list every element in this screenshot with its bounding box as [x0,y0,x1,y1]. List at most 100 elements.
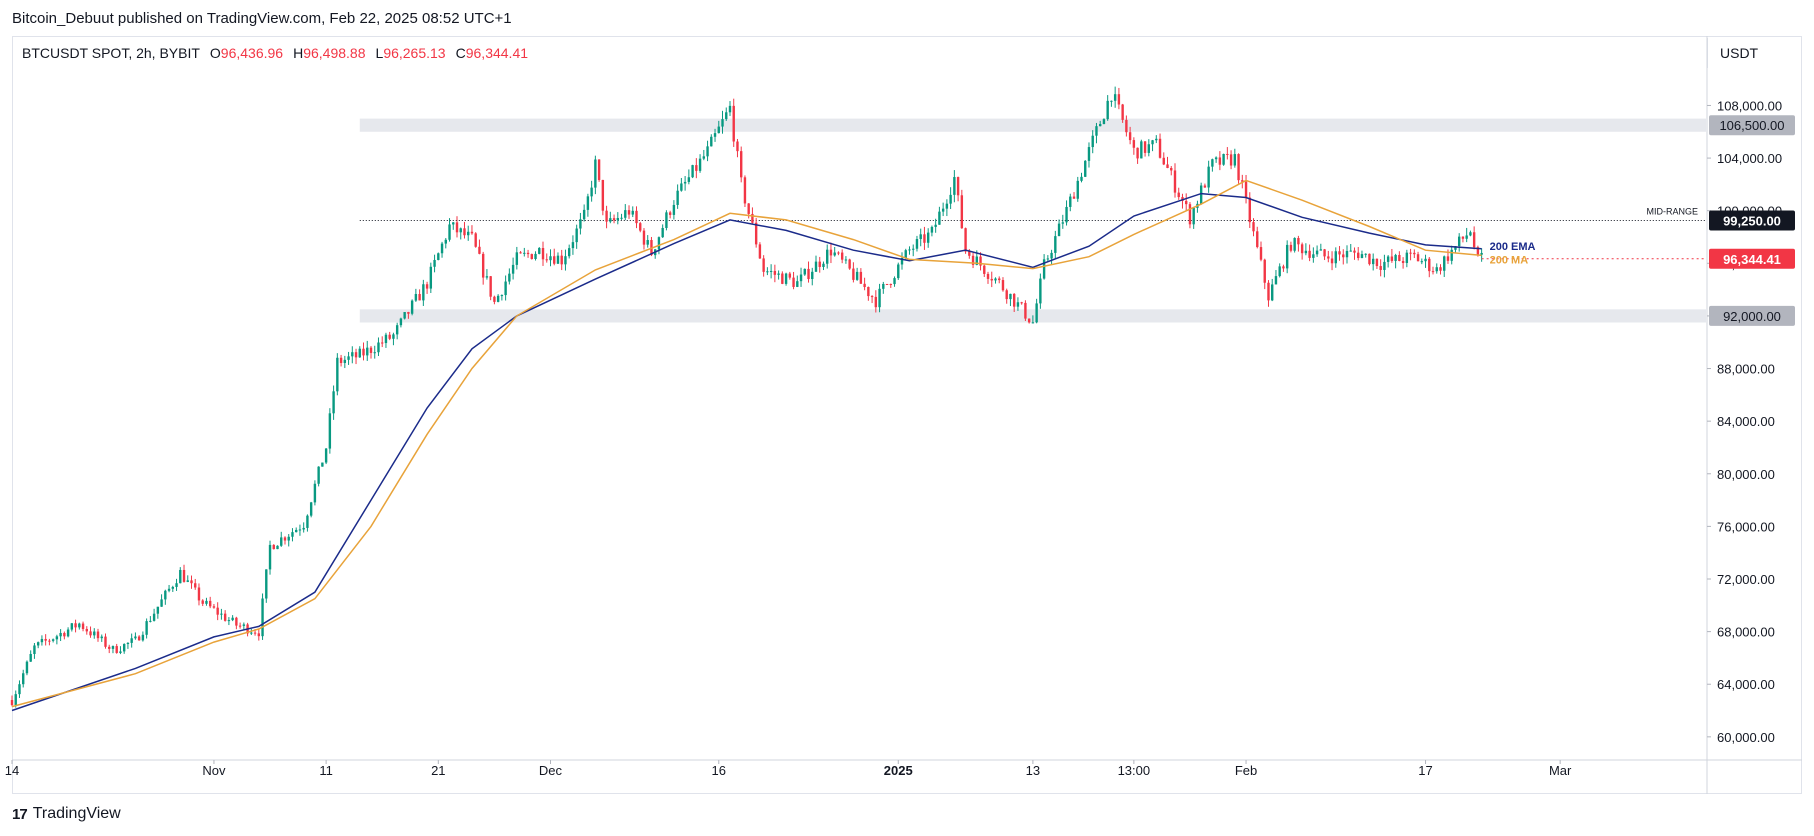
candle-body [934,224,937,227]
candle-body [1001,280,1005,291]
candle-body [814,261,818,272]
candle-body [485,276,489,278]
candle-body [1050,252,1053,259]
ema-200-line [11,192,1482,712]
candle-body [1431,271,1435,273]
candle-body [863,283,866,288]
symbol-legend: BTCUSDT SPOT, 2h, BYBIT O96,436.96 H96,498… [22,45,538,61]
symbol-label[interactable]: BTCUSDT SPOT, 2h, BYBIT [22,45,200,61]
candle-body [1282,266,1285,269]
candle-body [407,312,410,314]
candle-body [945,203,949,209]
candle-body [1136,147,1139,159]
candle-body [1106,100,1109,120]
candle-body [1349,250,1352,252]
candle-body [93,631,96,636]
candle-body [175,583,178,587]
y-tick-label: 104,000.00 [1717,151,1782,166]
candle-body [530,254,533,259]
candle-body [1319,249,1323,251]
candle-body [388,334,391,339]
candle-body [1267,282,1270,301]
candle-body [317,466,320,484]
candle-body [571,242,575,249]
candle-body [1454,246,1457,250]
candle-body [414,293,418,301]
zone-band-0 [359,118,1706,132]
candle-body [1390,256,1394,261]
ma-200-label: 200 MA [1490,254,1529,266]
candle-body [343,359,347,363]
candle-body [399,318,403,326]
candle-body [956,177,960,196]
candle-body [855,271,859,280]
low-value: 96,265.13 [383,45,446,61]
candle-body [70,623,74,630]
candle-body [605,210,608,222]
candle-body [915,239,919,249]
candle-body [706,146,709,157]
candle-body [66,629,70,637]
candle-body [826,249,829,264]
candle-body [339,357,343,363]
candle-body [115,646,118,653]
tradingview-brand[interactable]: 17 TradingView [12,805,121,823]
candle-body [811,271,814,280]
candle-body [975,256,978,265]
candle-body [833,252,836,256]
candle-body [448,224,451,240]
candle-body [1465,235,1468,239]
candle-body [754,222,758,245]
candle-body [702,156,706,159]
candle-body [616,217,620,221]
candle-body [1271,284,1274,301]
candle-body [1098,124,1102,127]
candle-body [1338,251,1341,255]
candle-body [1233,154,1237,166]
candle-body [590,187,593,197]
x-tick-label: 21 [431,763,445,778]
close-value: 96,344.41 [465,45,529,61]
candle-body [496,295,500,302]
candle-body [979,256,982,266]
candle-body [1188,204,1192,225]
candle-body [1368,253,1371,265]
candle-body [983,265,986,274]
candle-body [78,623,81,628]
candle-body [732,105,735,142]
candle-body [1342,254,1345,258]
candle-body [212,606,216,608]
open-value: 96,436.96 [220,45,284,61]
candle-body [1155,138,1158,141]
candle-body [717,126,720,134]
candle-body [878,288,881,308]
candle-body [549,256,552,261]
x-tick-label: 11 [319,763,333,778]
candle-body [51,639,55,641]
candle-body [220,613,223,615]
x-tick-label: 17 [1418,763,1432,778]
candle-body [1297,238,1300,245]
candle-body [1151,140,1154,145]
candle-body [747,203,750,214]
candle-body [575,228,578,243]
candle-body [459,228,462,233]
candle-body [1132,140,1136,148]
candle-body [1413,252,1416,255]
candle-body [1207,166,1210,188]
candle-body [321,462,324,467]
candle-body [283,537,287,541]
candle-body [381,342,384,344]
candle-body [743,177,747,204]
candle-body [1428,258,1431,272]
candle-body [964,228,967,252]
candle-body [164,590,167,600]
candle-body [1394,254,1397,261]
candle-body [773,270,777,275]
candle-body [287,536,290,541]
candle-body [1476,247,1480,255]
candle-body [1087,147,1091,161]
candle-body [145,621,148,635]
candle-body [1016,302,1020,307]
